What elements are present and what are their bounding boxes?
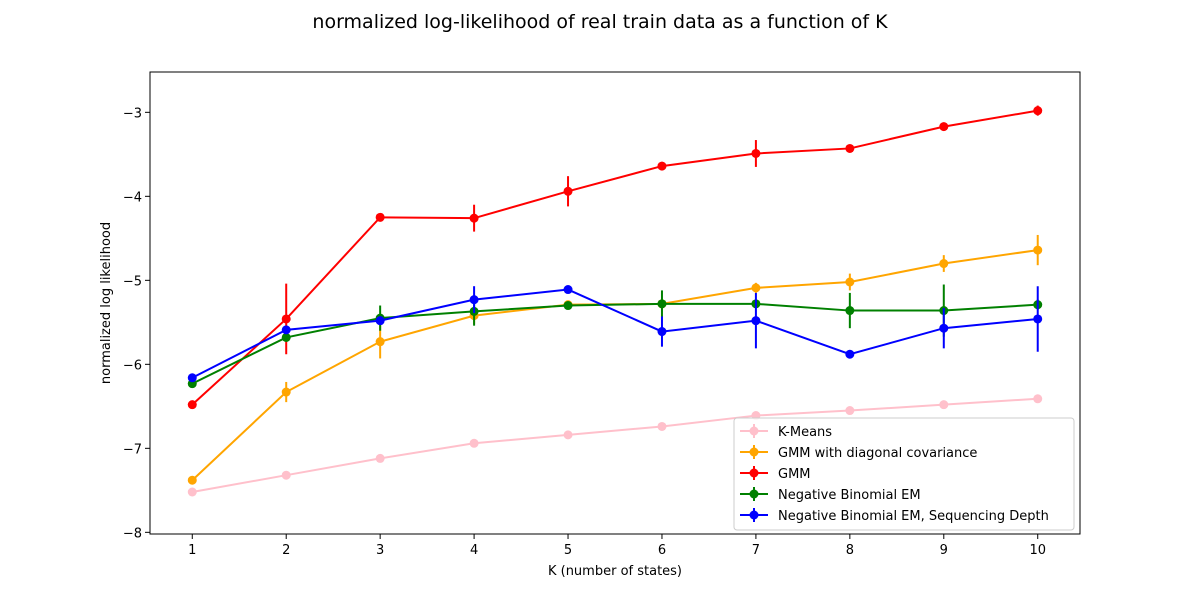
x-tick-label: 7 <box>752 543 760 558</box>
x-axis-ticks: 1 2 3 4 5 6 7 8 9 10 <box>188 534 1046 558</box>
y-tick-label: −8 <box>123 526 142 541</box>
series-line <box>191 288 1038 379</box>
y-tick-label: −6 <box>123 358 142 373</box>
data-point <box>563 430 573 440</box>
series-3 <box>187 105 1043 410</box>
data-point <box>751 316 761 326</box>
x-tick-label: 2 <box>282 543 290 558</box>
series-layer <box>187 105 1043 497</box>
x-tick-label: 5 <box>564 543 572 558</box>
legend: K-Means GMM with diagonal covariance GMM Ne… <box>733 417 1075 531</box>
x-axis-label: K (number of states) <box>548 564 682 579</box>
x-tick-label: 4 <box>470 543 478 558</box>
data-point <box>845 306 855 316</box>
data-point <box>375 316 385 326</box>
y-tick-label: −3 <box>123 106 142 121</box>
data-point <box>187 400 197 410</box>
data-point <box>1033 106 1043 116</box>
series-line <box>191 109 1038 406</box>
data-point <box>657 421 667 431</box>
data-point <box>657 161 667 171</box>
legend-box <box>733 417 1075 531</box>
data-point <box>187 487 197 497</box>
series-5 <box>187 285 1043 383</box>
data-point <box>657 299 667 309</box>
legend-label: GMM with diagonal covariance <box>778 446 977 461</box>
y-tick-label: −7 <box>123 442 142 457</box>
legend-label: Negative Binomial EM, Sequencing Depth <box>778 509 1049 524</box>
data-point <box>939 259 949 269</box>
legend-item-5: Negative Binomial EM, Sequencing Depth <box>740 508 1049 524</box>
legend-swatch-marker <box>749 510 759 520</box>
legend-item-1: K-Means <box>740 424 832 440</box>
data-point <box>469 213 479 223</box>
data-point <box>751 283 761 293</box>
data-point <box>939 122 949 132</box>
data-point <box>563 285 573 295</box>
x-tick-label: 3 <box>376 543 384 558</box>
y-axis-ticks: −8 −7 −6 −5 −4 −3 <box>123 106 150 541</box>
x-tick-label: 10 <box>1029 543 1046 558</box>
data-point <box>845 277 855 287</box>
data-point <box>563 186 573 196</box>
legend-swatch-marker <box>749 489 759 499</box>
data-point <box>281 387 291 397</box>
data-point <box>845 406 855 416</box>
data-point <box>469 295 479 305</box>
y-axis-label: normalized log likelihood <box>99 222 114 384</box>
data-point <box>281 332 291 342</box>
data-point <box>563 301 573 311</box>
legend-label: GMM <box>778 467 811 482</box>
data-point <box>281 314 291 324</box>
legend-item-2: GMM with diagonal covariance <box>740 445 977 461</box>
legend-label: K-Means <box>778 425 832 440</box>
x-tick-label: 6 <box>658 543 666 558</box>
data-point <box>1033 314 1043 324</box>
data-point <box>469 438 479 448</box>
data-point <box>375 212 385 222</box>
data-point <box>751 148 761 158</box>
x-tick-label: 1 <box>188 543 196 558</box>
legend-item-4: Negative Binomial EM <box>740 487 921 503</box>
data-point <box>1033 394 1043 404</box>
data-point <box>845 143 855 153</box>
data-point <box>939 323 949 333</box>
data-point <box>375 453 385 463</box>
x-tick-label: 8 <box>846 543 854 558</box>
data-point <box>657 327 667 337</box>
data-point <box>281 470 291 480</box>
series-line <box>191 302 1038 385</box>
data-point <box>281 325 291 335</box>
data-point <box>1033 245 1043 255</box>
legend-swatch-marker <box>749 447 759 457</box>
series-line <box>192 397 1038 493</box>
data-point <box>187 373 197 383</box>
legend-swatch-marker <box>749 426 759 436</box>
data-point <box>939 400 949 410</box>
plot-frame <box>149 71 1081 535</box>
data-point <box>845 349 855 359</box>
legend-swatch-marker <box>749 468 759 478</box>
data-point <box>375 337 385 347</box>
data-point <box>187 475 197 485</box>
legend-item-3: GMM <box>740 466 811 482</box>
x-tick-label: 9 <box>940 543 948 558</box>
series-1 <box>187 394 1043 497</box>
y-tick-label: −5 <box>123 274 142 289</box>
chart-title: normalized log-likelihood of real train … <box>312 11 888 33</box>
legend-label: Negative Binomial EM <box>778 488 921 503</box>
y-tick-label: −4 <box>123 190 142 205</box>
